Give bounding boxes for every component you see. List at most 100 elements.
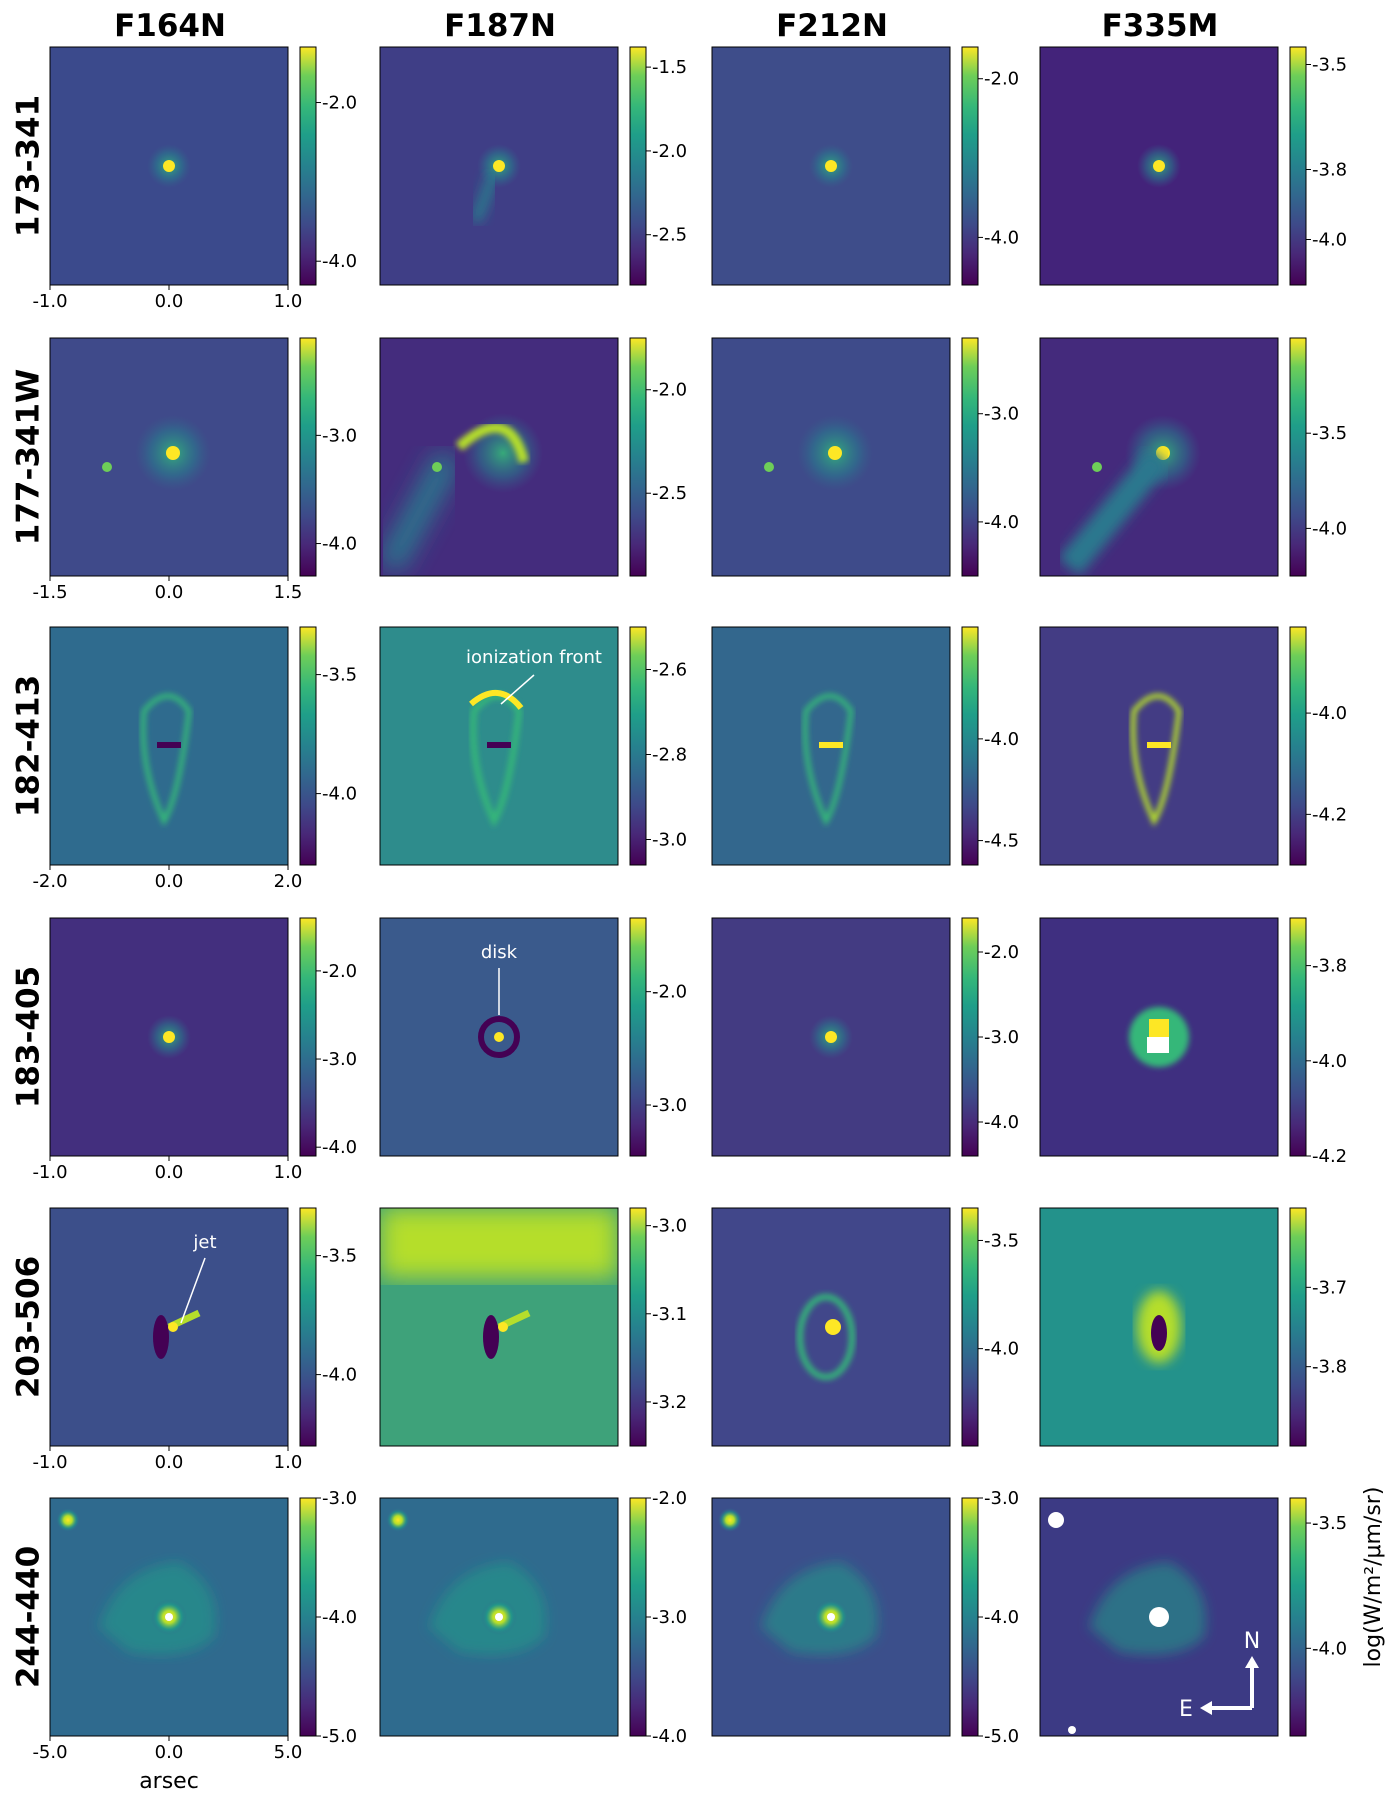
colorbar-gradient — [1289, 1207, 1307, 1447]
colorbar-gradient — [1289, 337, 1307, 577]
compass-east-label: E — [1179, 1697, 1193, 1722]
colorbar-tick-label: -2.0 — [652, 141, 687, 162]
colorbar: -3.0 -3.1 -3.2 — [629, 1207, 687, 1447]
colorbar-tick-label: -2.0 — [652, 1488, 687, 1509]
x-tick-label: 0.0 — [155, 871, 184, 892]
masked-source — [1149, 1607, 1169, 1627]
panel-frame — [1039, 1497, 1279, 1737]
panel-244-440-f335m: -3.5 -4.0 — [1039, 1497, 1347, 1737]
colorbar-tick-label: -3.5 — [1312, 55, 1347, 76]
colorbar-tick-label: -3.7 — [1312, 1277, 1347, 1298]
x-tick-label: 0.0 — [155, 1742, 184, 1763]
column-titles: F164N F187N F212N F335M — [114, 8, 1218, 44]
panel-frame — [1039, 1207, 1279, 1447]
annotation-label: disk — [481, 942, 518, 963]
colorbar-tick-label: -3.2 — [652, 1392, 687, 1413]
annotation-label: jet — [192, 1232, 216, 1253]
colorbar-tick-label: -2.5 — [652, 483, 687, 504]
x-tick-label: 1.0 — [274, 291, 303, 312]
point-source — [825, 160, 837, 172]
colorbar-tick-label: -4.0 — [1312, 230, 1347, 251]
tail — [1058, 448, 1170, 576]
arc-front — [455, 422, 529, 464]
panel-177-341W-f335m: -3.5 -4.0 — [1039, 337, 1347, 577]
panel-frame — [1039, 337, 1279, 577]
colorbar: -4.0 -4.2 — [1289, 626, 1347, 866]
panel-frame — [1039, 917, 1279, 1157]
colorbar-tick-label: -4.0 — [984, 1339, 1019, 1360]
colorbar: -2.0 -2.5 — [629, 337, 687, 577]
colorbar-gradient — [299, 1207, 317, 1447]
panel-177-341W-f187n: -2.0 -2.5 — [379, 337, 687, 577]
colorbar-gradient — [961, 1207, 979, 1447]
panel-203-506-f187n: -3.0 -3.1 -3.2 — [379, 1207, 687, 1447]
colorbar: -2.0 -3.0 -4.0 — [961, 917, 1019, 1157]
x-tick-label: 1.0 — [274, 1452, 303, 1473]
colorbar: -3.5 -4.0 — [1289, 337, 1347, 577]
masked-field-star — [1068, 1726, 1076, 1734]
bright-nebula — [380, 1208, 618, 1278]
x-tick-label: 5.0 — [274, 1742, 303, 1763]
panel-173-341-f187n: -1.5 -2.0 -2.5 — [379, 46, 687, 286]
compass-north-label: N — [1244, 1629, 1260, 1654]
companion-source — [56, 1508, 80, 1532]
colorbar-gradient — [629, 46, 647, 286]
point-source — [166, 446, 180, 460]
companion-source — [432, 462, 442, 472]
point-source — [1153, 160, 1165, 172]
point-source — [163, 160, 175, 172]
dark-lane — [483, 1315, 499, 1359]
panel-frame — [711, 337, 951, 577]
colorbar-tick-label: -4.0 — [322, 534, 357, 555]
annotation-ionization-front: ionization front — [466, 647, 602, 705]
colorbar-gradient — [299, 917, 317, 1157]
panel-203-506-f212n: -3.5 -4.0 — [711, 1207, 1019, 1447]
colorbar-gradient — [629, 1497, 647, 1737]
panel-frame — [379, 1497, 619, 1737]
colorbar-tick-label: -3.8 — [1312, 956, 1347, 977]
colorbar-tick-label: -4.0 — [322, 1365, 357, 1386]
row-title: 183-405 — [11, 966, 47, 1108]
proplyd-envelope — [1130, 693, 1182, 827]
row-title: 177-341W — [11, 369, 47, 545]
colorbar: -4.0 -4.5 — [961, 626, 1019, 866]
panel-183-405-f187n: -2.0 -3.0 — [379, 917, 687, 1157]
colorbar-gradient — [961, 917, 979, 1157]
panel-frame — [379, 46, 619, 286]
x-tick-label: -1.0 — [32, 291, 67, 312]
x-tick-label: -1.0 — [32, 1162, 67, 1183]
colorbar-tick-label: -2.6 — [652, 660, 687, 681]
point-source — [168, 1322, 178, 1332]
colorbar-tick-label: -4.0 — [984, 512, 1019, 533]
colorbar-tick-label: -3.8 — [1312, 1357, 1347, 1378]
colorbar-gradient — [299, 46, 317, 286]
panel-244-440-f187n: -2.0 -3.0 -4.0 — [379, 1488, 687, 1747]
annotation-disk: disk — [481, 942, 518, 1015]
x-tick-label: -2.0 — [32, 871, 67, 892]
row-title: 173-341 — [11, 95, 47, 237]
colorbar-tick-label: -4.0 — [984, 1112, 1019, 1133]
outflow-shell — [797, 1294, 855, 1380]
row-titles: 173-341 177-341W 182-413 183-405 203-506 244-… — [11, 95, 47, 1688]
colorbar-tick-label: -3.0 — [984, 1488, 1019, 1509]
masked-pixels — [1147, 1037, 1169, 1053]
colorbar-tick-label: -4.0 — [652, 1726, 687, 1747]
colorbar: -2.0 -4.0 — [299, 46, 357, 286]
x-tick-label: 0.0 — [155, 291, 184, 312]
panel-182-413-f187n: -2.6 -2.8 -3.0 — [379, 626, 687, 866]
colorbar-tick-label: -2.0 — [322, 961, 357, 982]
panel-182-413-f164n: -3.5 -4.0 -2.0 0.0 2.0 — [32, 626, 357, 892]
colorbar-tick-label: -4.0 — [322, 1137, 357, 1158]
colorbar: -2.0 -3.0 -4.0 — [299, 917, 357, 1158]
colorbar-label: log(W/m²/μm/sr) — [1361, 1487, 1386, 1668]
panel-frame — [379, 1207, 619, 1447]
colorbar-tick-label: -4.0 — [322, 251, 357, 272]
colorbar-tick-label: -4.0 — [1312, 518, 1347, 539]
nebular-cloud — [1089, 1562, 1206, 1655]
colorbar-tick-label: -3.0 — [322, 1488, 357, 1509]
x-tick-label: 2.0 — [274, 871, 303, 892]
colorbar: -3.5 -4.0 — [299, 626, 357, 866]
colorbar-tick-label: -2.8 — [652, 745, 687, 766]
colorbar: -2.6 -2.8 -3.0 — [629, 626, 687, 866]
